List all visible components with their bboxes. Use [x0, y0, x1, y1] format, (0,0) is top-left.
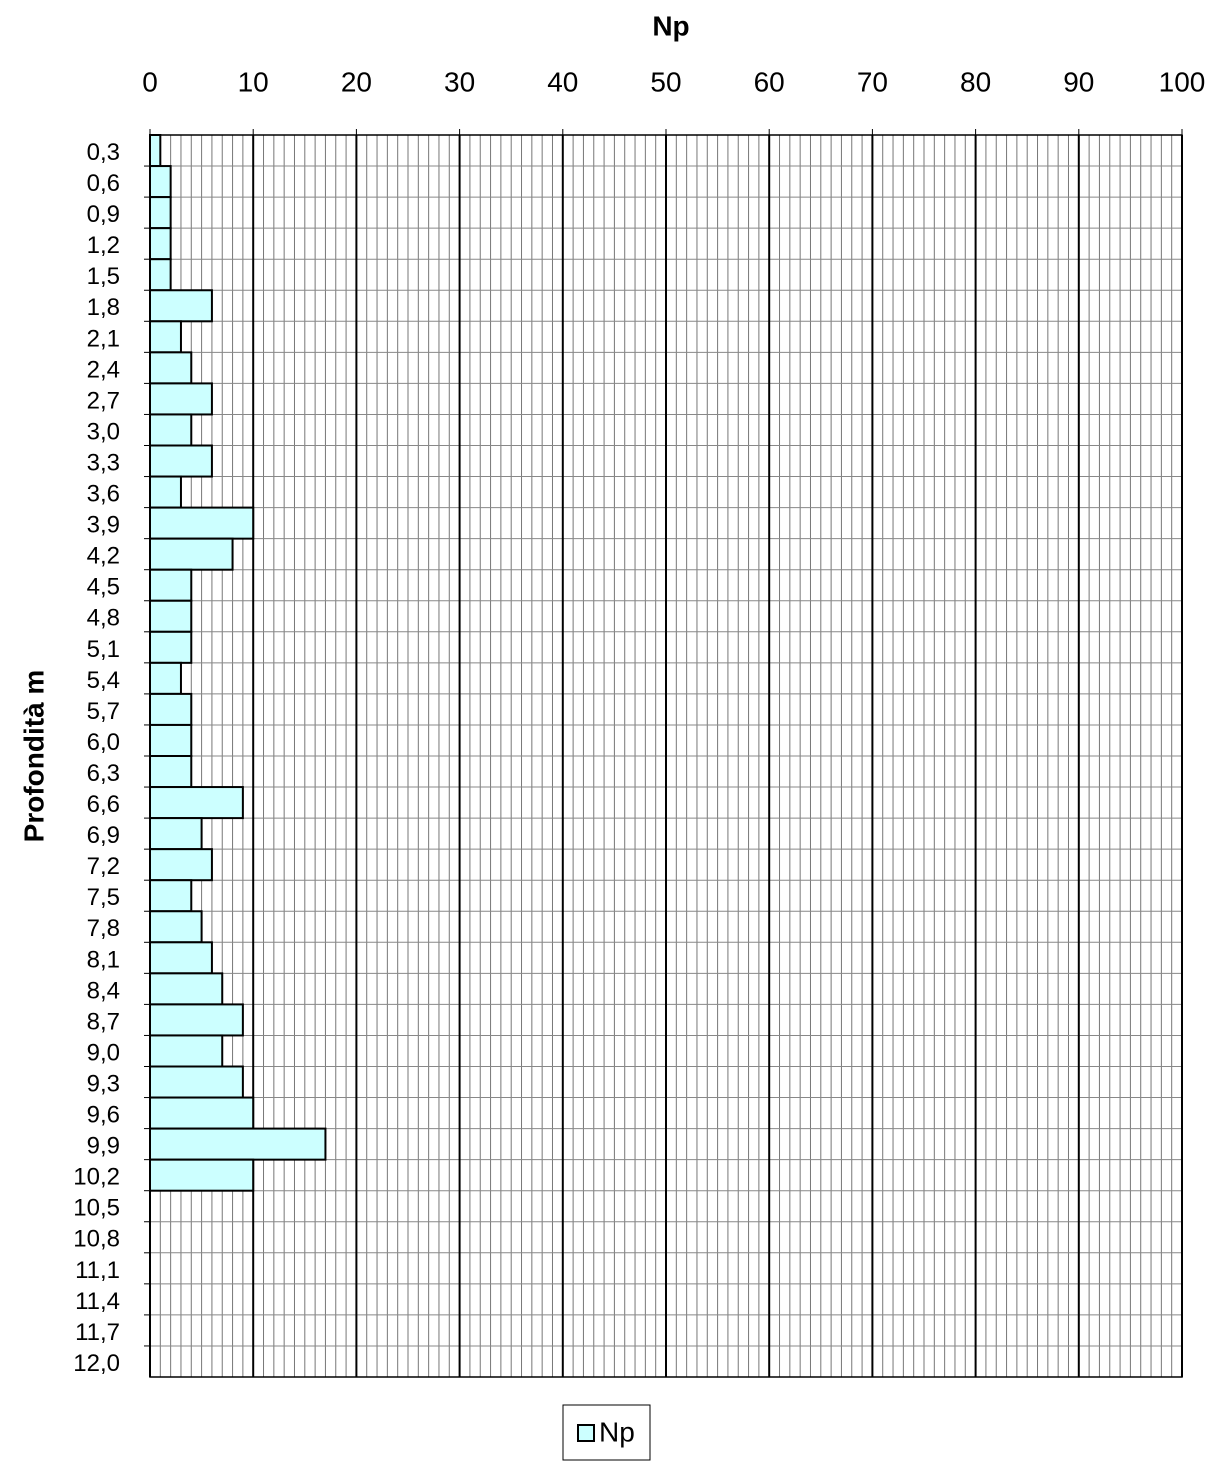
y-tick-label: 12,0 — [73, 1350, 120, 1377]
bar — [149, 413, 193, 447]
y-tick-label: 6,0 — [87, 729, 120, 756]
y-tick-label: 4,5 — [87, 574, 120, 601]
legend-label: Np — [599, 1416, 635, 1447]
y-tick-label: 9,3 — [87, 1070, 120, 1097]
bar — [149, 910, 203, 944]
y-tick-label: 8,1 — [87, 946, 120, 973]
x-tick-label: 90 — [1063, 66, 1094, 97]
x-axis-title: Np — [652, 10, 689, 41]
bar — [149, 537, 234, 571]
y-tick-label: 5,1 — [87, 636, 120, 663]
bar — [149, 134, 162, 168]
y-tick-label: 3,6 — [87, 481, 120, 508]
y-tick-label: 9,6 — [87, 1102, 120, 1129]
bar — [149, 1003, 244, 1037]
y-tick-label: 7,5 — [87, 884, 120, 911]
bar — [149, 506, 255, 540]
bar — [149, 786, 244, 820]
y-tick-label: 1,5 — [87, 263, 120, 290]
y-axis-title: Profondità m — [18, 670, 49, 843]
bar — [149, 755, 193, 789]
bar — [149, 289, 213, 323]
bar — [149, 258, 172, 292]
y-tick-label: 5,7 — [87, 698, 120, 725]
y-tick-label: 10,2 — [73, 1164, 120, 1191]
bar — [149, 165, 172, 199]
bar — [149, 320, 182, 354]
bar — [149, 351, 193, 385]
x-tick-label: 70 — [857, 66, 888, 97]
y-tick-label: 11,4 — [75, 1288, 120, 1315]
y-tick-label: 2,4 — [87, 356, 120, 383]
y-tick-label: 7,2 — [87, 853, 120, 880]
y-tick-label: 6,6 — [87, 791, 120, 818]
bar — [149, 661, 182, 695]
bar — [149, 444, 213, 478]
y-tick-label: 7,8 — [87, 915, 120, 942]
bar — [149, 1096, 255, 1130]
bar — [149, 196, 172, 230]
y-tick-label: 0,9 — [87, 201, 120, 228]
bar — [149, 382, 213, 416]
bar — [149, 1158, 255, 1192]
bar — [149, 692, 193, 726]
y-tick-label: 2,7 — [87, 387, 120, 414]
x-tick-label: 30 — [444, 66, 475, 97]
bar — [149, 475, 182, 509]
legend-swatch — [577, 1424, 595, 1442]
y-tick-label: 10,8 — [73, 1226, 120, 1253]
x-tick-label: 10 — [238, 66, 269, 97]
y-tick-label: 11,7 — [75, 1319, 120, 1346]
bar — [149, 599, 193, 633]
bar — [149, 568, 193, 602]
y-tick-label: 4,8 — [87, 605, 120, 632]
x-tick-label: 100 — [1159, 66, 1206, 97]
y-tick-label: 6,9 — [87, 822, 120, 849]
y-tick-label: 5,4 — [87, 667, 120, 694]
y-tick-label: 0,3 — [87, 139, 120, 166]
y-tick-label: 9,9 — [87, 1133, 120, 1160]
bar — [149, 723, 193, 758]
bar — [149, 1127, 327, 1161]
x-tick-label: 80 — [960, 66, 991, 97]
bar — [149, 1034, 224, 1068]
bar — [149, 630, 193, 664]
y-tick-label: 11,1 — [75, 1257, 120, 1284]
y-tick-label: 4,2 — [87, 543, 120, 570]
x-tick-label: 50 — [650, 66, 681, 97]
y-tick-label: 2,1 — [87, 325, 120, 352]
y-tick-label: 8,7 — [87, 1008, 120, 1035]
y-tick-label: 8,4 — [87, 977, 120, 1004]
x-tick-label: 20 — [341, 66, 372, 97]
bar — [149, 817, 203, 851]
y-tick-label: 1,8 — [87, 294, 120, 321]
y-tick-label: 0,6 — [87, 170, 120, 197]
bar — [149, 1065, 244, 1099]
bar — [149, 848, 213, 882]
x-tick-label: 40 — [547, 66, 578, 97]
bar — [149, 941, 213, 975]
x-tick-label: 0 — [142, 66, 158, 97]
y-tick-label: 6,3 — [87, 760, 120, 787]
bar — [149, 972, 224, 1006]
y-tick-label: 3,0 — [87, 418, 120, 445]
bar — [149, 879, 193, 913]
y-tick-label: 10,5 — [73, 1195, 120, 1222]
bar — [149, 227, 172, 261]
y-tick-label: 3,3 — [87, 449, 120, 476]
y-tick-label: 9,0 — [87, 1039, 120, 1066]
y-tick-label: 3,9 — [87, 512, 120, 539]
y-tick-label: 1,2 — [87, 232, 120, 259]
x-tick-label: 60 — [754, 66, 785, 97]
